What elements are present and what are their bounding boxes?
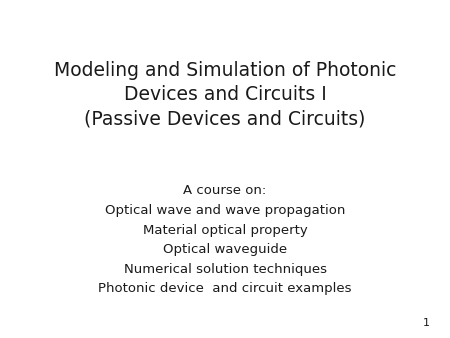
Text: Modeling and Simulation of Photonic
Devices and Circuits I
(Passive Devices and : Modeling and Simulation of Photonic Devi… xyxy=(54,61,396,128)
Text: Optical wave and wave propagation: Optical wave and wave propagation xyxy=(105,204,345,217)
Text: Photonic device  and circuit examples: Photonic device and circuit examples xyxy=(98,283,352,295)
Text: Optical waveguide: Optical waveguide xyxy=(163,243,287,256)
Text: A course on:: A course on: xyxy=(184,185,266,197)
Text: 1: 1 xyxy=(423,318,430,328)
Text: Numerical solution techniques: Numerical solution techniques xyxy=(123,263,327,276)
Text: Material optical property: Material optical property xyxy=(143,224,307,237)
